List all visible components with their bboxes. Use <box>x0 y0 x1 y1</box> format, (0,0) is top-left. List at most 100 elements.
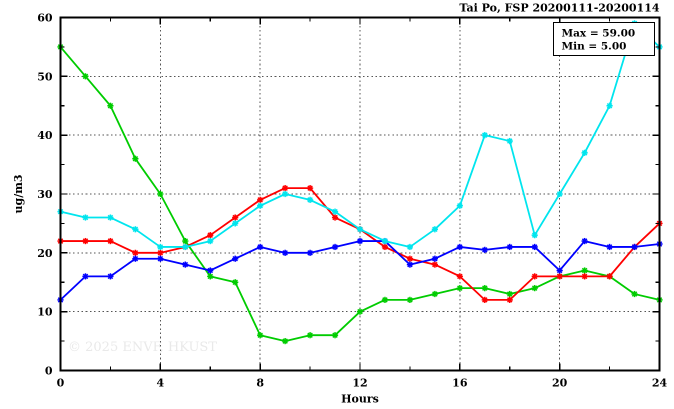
data-point <box>456 202 463 209</box>
data-point <box>282 337 289 345</box>
data-point <box>306 249 314 256</box>
annotation-box-frame <box>553 22 655 56</box>
chart-title: Tai Po, FSP 20200111-20200114 <box>459 2 659 15</box>
y-tick-label: 30 <box>37 188 53 201</box>
data-point <box>581 149 588 156</box>
data-point <box>531 243 538 251</box>
annotation-line: Min = 5.00 <box>562 41 627 53</box>
data-point <box>506 296 513 303</box>
y-tick-label: 50 <box>37 70 53 83</box>
x-tick-label: 8 <box>256 377 264 390</box>
data-point <box>581 267 588 274</box>
y-tick-label: 10 <box>37 306 53 319</box>
data-point <box>157 190 164 198</box>
data-point <box>531 285 538 292</box>
data-series-group <box>57 20 663 345</box>
data-point <box>381 243 389 251</box>
data-point <box>132 226 139 233</box>
data-point <box>356 308 364 315</box>
data-point <box>232 220 239 227</box>
data-point <box>207 273 214 280</box>
y-tick-label: 60 <box>37 12 53 25</box>
data-point <box>82 237 89 245</box>
data-point <box>606 273 613 280</box>
data-point <box>157 255 164 262</box>
data-point <box>107 214 114 221</box>
x-tick-label: 16 <box>452 377 468 390</box>
x-tick-labels: 0 4 8 12 16 20 24 <box>57 377 668 390</box>
data-point <box>331 214 339 221</box>
data-point <box>182 237 189 245</box>
data-point <box>506 290 513 298</box>
x-tick-label: 4 <box>157 377 165 390</box>
data-series-day2 <box>57 185 663 303</box>
data-point <box>581 237 588 245</box>
data-point <box>456 273 463 280</box>
data-point <box>481 296 488 303</box>
data-point <box>306 196 314 203</box>
data-point <box>456 285 463 292</box>
data-point <box>207 232 214 239</box>
data-point <box>431 226 438 233</box>
x-tick-label: 12 <box>352 377 367 390</box>
x-axis-label: Hours <box>341 393 379 406</box>
data-point <box>282 249 289 256</box>
data-point <box>356 226 364 233</box>
data-point <box>132 155 139 162</box>
data-point <box>556 273 563 280</box>
data-point <box>481 132 488 139</box>
data-point <box>306 185 314 192</box>
data-point <box>107 237 114 245</box>
data-point <box>406 255 414 262</box>
y-axis-label: ug/m3 <box>12 175 25 214</box>
data-point <box>406 243 414 251</box>
axis-ticks <box>59 16 661 372</box>
x-tick-label: 24 <box>652 377 668 390</box>
data-point <box>107 273 114 280</box>
data-point <box>481 285 488 292</box>
data-point <box>506 243 513 251</box>
watermark-text: © 2025 ENVF, HKUST <box>68 340 217 355</box>
data-point <box>581 273 588 280</box>
x-tick-label: 0 <box>57 377 65 390</box>
data-point <box>356 237 364 245</box>
data-point <box>431 261 438 268</box>
y-tick-label: 40 <box>37 129 53 142</box>
data-point <box>431 255 438 262</box>
data-point <box>606 102 613 109</box>
data-point <box>531 273 538 280</box>
data-point <box>257 243 264 251</box>
y-tick-labels: 0 10 20 30 40 50 60 <box>37 12 53 378</box>
data-point <box>631 243 638 251</box>
data-point <box>182 243 189 251</box>
data-point <box>381 237 389 245</box>
data-point <box>232 214 239 221</box>
data-point <box>132 249 139 256</box>
data-point <box>157 249 164 256</box>
data-point <box>331 208 339 215</box>
data-point <box>207 237 214 245</box>
data-point <box>82 273 89 280</box>
annotation-line: Max = 59.00 <box>562 28 636 40</box>
y-tick-label: 20 <box>37 247 53 260</box>
data-point <box>381 296 389 303</box>
data-point <box>306 332 314 339</box>
data-point <box>331 332 339 339</box>
data-point <box>232 279 239 286</box>
data-point <box>157 243 164 251</box>
data-point <box>431 290 438 298</box>
data-point <box>481 246 488 253</box>
data-point <box>406 261 414 268</box>
data-point <box>631 290 638 298</box>
data-point <box>82 214 89 221</box>
data-point <box>531 232 538 239</box>
data-point <box>257 196 264 203</box>
data-point <box>282 185 289 192</box>
data-point <box>232 255 239 262</box>
data-point <box>82 73 89 80</box>
data-point <box>282 190 289 198</box>
data-point <box>257 332 264 339</box>
data-point <box>406 296 414 303</box>
